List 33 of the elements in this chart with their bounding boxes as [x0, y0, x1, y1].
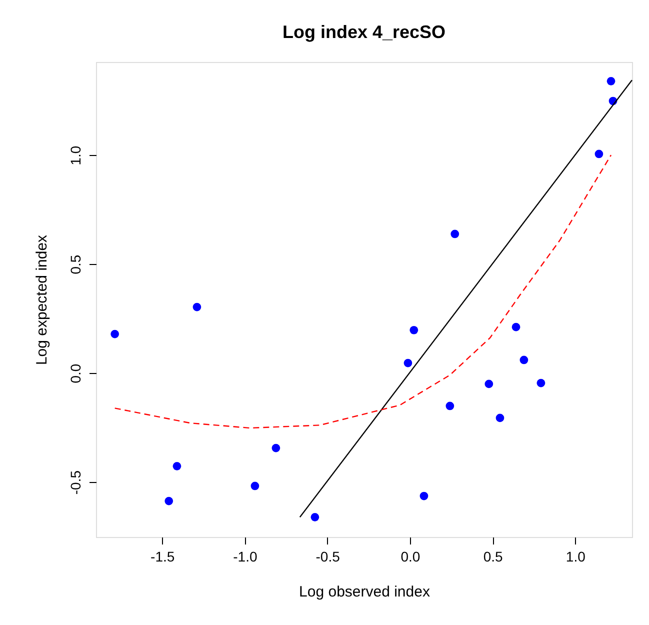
x-tick-label: -1.0: [233, 548, 258, 564]
point: [520, 356, 528, 364]
chart-title: Log index 4_recSO: [282, 22, 446, 42]
point: [484, 380, 494, 388]
x-axis-title: Log observed index: [299, 584, 430, 600]
point: [450, 230, 460, 238]
x-tick-label: 1.0: [566, 548, 586, 564]
point: [512, 322, 520, 332]
y-tick-label: -0.5: [68, 470, 84, 495]
point: [410, 326, 418, 334]
x-tick-label: 0.5: [483, 548, 503, 564]
point: [192, 302, 202, 312]
y-tick-label: 0.0: [68, 364, 84, 384]
point: [164, 496, 174, 506]
point: [420, 492, 428, 500]
point: [404, 358, 412, 368]
y-tick-label: 1.0: [68, 146, 84, 166]
line-series: [114, 154, 612, 429]
point: [606, 77, 616, 86]
point: [536, 378, 546, 388]
x-tick-label: -1.5: [150, 548, 175, 564]
x-tick-label: 0.0: [400, 548, 420, 564]
point: [496, 414, 504, 422]
point: [594, 150, 604, 158]
point: [110, 330, 120, 338]
point: [310, 512, 320, 522]
point: [272, 444, 280, 452]
y-axis-title: Log expected index: [34, 234, 50, 366]
point: [250, 482, 260, 490]
x-tick-label: -0.5: [316, 548, 340, 564]
point: [446, 402, 454, 410]
y-tick-label: 0.5: [68, 254, 84, 274]
point: [172, 462, 182, 470]
